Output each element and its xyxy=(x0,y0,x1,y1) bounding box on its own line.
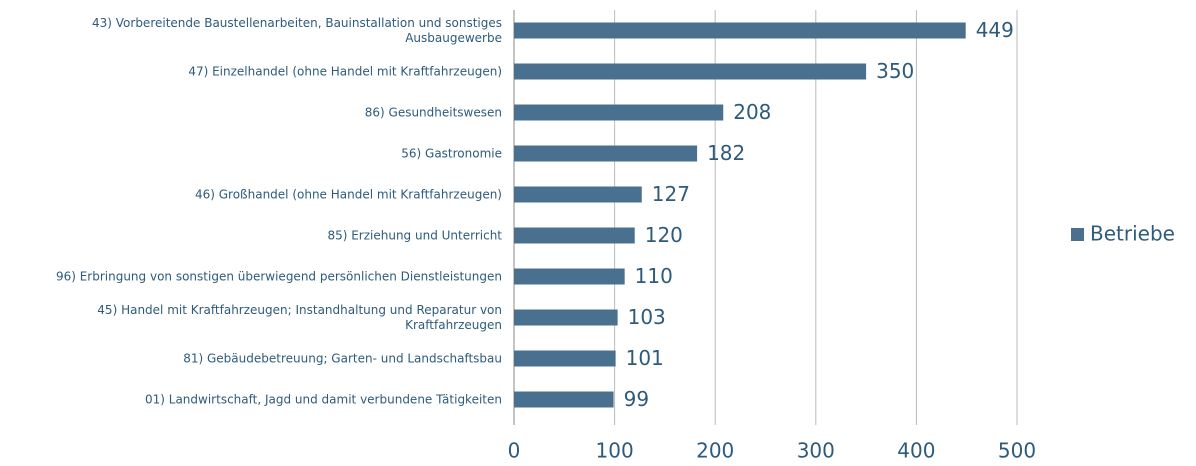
bar xyxy=(514,391,614,408)
value-label: 182 xyxy=(707,141,745,165)
bar xyxy=(514,350,616,367)
y-tick-label: 56) Gastronomie xyxy=(401,146,502,160)
value-label: 350 xyxy=(876,59,914,83)
bar xyxy=(514,227,635,244)
y-tick-label: 81) Gebäudebetreuung; Garten- und Landsc… xyxy=(183,351,502,365)
value-label: 103 xyxy=(628,305,666,329)
legend-label: Betriebe xyxy=(1090,222,1175,246)
bar xyxy=(514,22,966,39)
y-tick-label: 43) Vorbereitende Baustellenarbeiten, Ba… xyxy=(92,15,502,45)
value-label: 110 xyxy=(635,264,673,288)
x-tick-label: 500 xyxy=(998,439,1036,463)
bar xyxy=(514,104,724,121)
value-label: 127 xyxy=(652,182,690,206)
legend-swatch xyxy=(1071,228,1084,241)
value-label: 120 xyxy=(645,223,683,247)
value-label: 208 xyxy=(733,100,771,124)
bar xyxy=(514,186,642,203)
y-tick-label: 01) Landwirtschaft, Jagd und damit verbu… xyxy=(145,392,502,406)
y-tick-label: 86) Gesundheitswesen xyxy=(364,105,502,119)
y-tick-label: 45) Handel mit Kraftfahrzeugen; Instandh… xyxy=(97,302,502,332)
value-label: 99 xyxy=(624,387,649,411)
x-tick-label: 400 xyxy=(897,439,935,463)
x-tick-label: 300 xyxy=(797,439,835,463)
bar xyxy=(514,63,867,80)
bar xyxy=(514,268,625,285)
y-tick-label: 85) Erziehung und Unterricht xyxy=(327,228,502,242)
x-tick-label: 100 xyxy=(596,439,634,463)
y-tick-label: 96) Erbringung von sonstigen überwiegend… xyxy=(55,269,502,283)
x-tick-label: 0 xyxy=(508,439,521,463)
x-tick-label: 200 xyxy=(696,439,734,463)
y-tick-label: 47) Einzelhandel (ohne Handel mit Kraftf… xyxy=(188,64,502,78)
bar xyxy=(514,309,618,326)
y-tick-label: 46) Großhandel (ohne Handel mit Kraftfah… xyxy=(194,187,502,201)
bar xyxy=(514,145,698,162)
value-label: 449 xyxy=(976,18,1014,42)
value-label: 101 xyxy=(626,346,664,370)
